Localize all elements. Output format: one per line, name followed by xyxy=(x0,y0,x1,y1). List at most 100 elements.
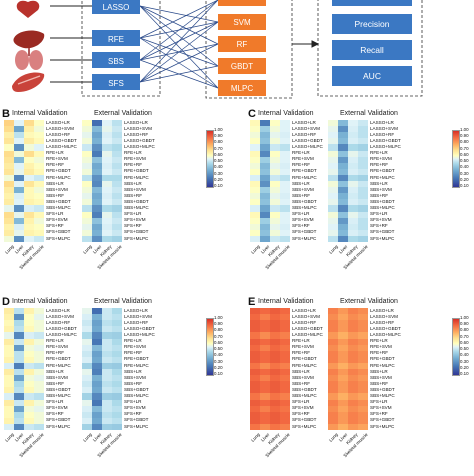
heatmap-cell xyxy=(102,417,113,425)
heatmap-cell xyxy=(358,411,369,418)
heatmap-cell xyxy=(4,423,15,431)
heatmap-cell xyxy=(280,138,291,145)
row-label: SBS+LR xyxy=(46,368,64,374)
heatmap-cell xyxy=(328,381,339,388)
row-label: LASSO+RF xyxy=(46,319,71,325)
heatmap-cell xyxy=(92,211,103,218)
heatmap-cell xyxy=(348,187,359,194)
heatmap-cell xyxy=(358,156,369,163)
colorbar-tick: 0.60 xyxy=(460,339,469,345)
colorbar-tick: 1.00 xyxy=(460,127,469,132)
heatmap-cell xyxy=(112,205,123,212)
heatmap-cell xyxy=(112,387,123,394)
heatmap-cell xyxy=(358,356,369,364)
heatmap-cell xyxy=(34,235,45,243)
heatmap-cell xyxy=(328,308,339,315)
colorbar-tick: 0.90 xyxy=(460,133,469,139)
heatmap-cell xyxy=(280,381,291,388)
panel-label: C xyxy=(248,108,256,120)
heatmap-cell xyxy=(4,126,15,133)
heatmap-cell xyxy=(348,120,359,127)
heatmap-cell xyxy=(24,332,35,339)
heatmap-cell xyxy=(338,144,349,151)
heatmap-cell xyxy=(92,356,103,364)
row-label: LASSO+SVM xyxy=(370,125,398,131)
heatmap-cell xyxy=(92,217,103,224)
heatmap-cell xyxy=(280,150,291,157)
heatmap-cell xyxy=(24,235,35,243)
heatmap-cell xyxy=(348,229,359,237)
heatmap-cell xyxy=(328,399,339,406)
heatmap-cell xyxy=(4,156,15,163)
heatmap-cell xyxy=(34,387,45,394)
heatmap-cell xyxy=(250,356,261,364)
model-label-gbdt: GBDT xyxy=(231,62,253,71)
heatmap-cell xyxy=(24,187,35,194)
heatmap-cell xyxy=(270,199,281,206)
heatmap-cell xyxy=(348,326,359,333)
row-label: LASSO+RF xyxy=(292,319,317,325)
heatmap-cell xyxy=(24,229,35,237)
heatmap-cell xyxy=(280,120,291,127)
row-label: RFE+LR xyxy=(370,150,388,156)
row-label: SBS+SVM xyxy=(370,186,392,192)
heatmap-cell xyxy=(4,405,15,412)
heatmap-cell xyxy=(358,168,369,176)
heatmap-cell xyxy=(280,235,291,243)
heatmap-cell xyxy=(112,187,123,194)
row-label: SFS+MLPC xyxy=(370,235,395,241)
heatmap-cell xyxy=(34,399,45,406)
heatmap-cell xyxy=(348,369,359,376)
row-label: LASSO+LR xyxy=(292,307,316,313)
colorbar-tick: 0.70 xyxy=(460,333,469,339)
heatmap-cell xyxy=(24,162,35,169)
heatmap-cell xyxy=(260,356,271,364)
heatmap-cell xyxy=(260,344,271,351)
row-label: RFE+LR xyxy=(124,338,142,344)
colorbar-tick: 0.20 xyxy=(214,364,223,370)
heatmap-cell xyxy=(82,150,93,157)
colorbar-tick: 0.50 xyxy=(214,346,223,352)
heatmap-cell xyxy=(348,150,359,157)
heatmap-cell xyxy=(260,168,271,176)
heatmap-cell xyxy=(82,356,93,364)
heatmap-cell xyxy=(92,350,103,357)
heatmap-cell xyxy=(358,387,369,394)
heatmap-cell xyxy=(14,381,25,388)
heatmap-cell xyxy=(250,132,261,139)
row-label: SBS+MLPC xyxy=(370,205,395,210)
heatmap-cell xyxy=(338,126,349,133)
heatmap-cell xyxy=(260,126,271,133)
heatmap-cell xyxy=(34,181,45,188)
row-label: SFS+MLPC xyxy=(370,423,395,429)
heatmap-cell xyxy=(82,369,93,376)
row-label: RFE+GBDT xyxy=(292,168,317,174)
heatmap-cell xyxy=(280,362,291,370)
heatmap-cell xyxy=(260,150,271,157)
heatmap-cell xyxy=(112,405,123,412)
heatmap-cell xyxy=(358,308,369,315)
heatmap-cell xyxy=(34,350,45,357)
heatmap-cell xyxy=(348,211,359,218)
heatmap-cell xyxy=(92,332,103,339)
heatmap-cell xyxy=(250,217,261,224)
colorbar-tick: 0.10 xyxy=(214,183,223,188)
heatmap-cell xyxy=(270,381,281,388)
heatmap-cell xyxy=(112,229,123,237)
internal-validation-title: Internal Validation xyxy=(258,110,314,117)
heatmap-cell xyxy=(280,217,291,224)
heatmap-cell xyxy=(34,150,45,157)
heatmap-cell xyxy=(270,144,281,151)
heatmap-cell xyxy=(24,181,35,188)
heatmap-cell xyxy=(348,174,359,182)
row-label: SFS+LR xyxy=(46,399,64,405)
heatmap-cell xyxy=(82,120,93,127)
internal-validation-title: Internal Validation xyxy=(258,298,314,305)
heatmap-cell xyxy=(102,126,113,133)
heatmap-cell xyxy=(338,411,349,418)
heatmap-cell xyxy=(4,132,15,139)
row-label: RFE+SVM xyxy=(46,344,68,350)
colorbar-tick: 0.80 xyxy=(460,327,469,333)
heatmap-cell xyxy=(338,375,349,382)
heatmap-cell xyxy=(14,211,25,218)
